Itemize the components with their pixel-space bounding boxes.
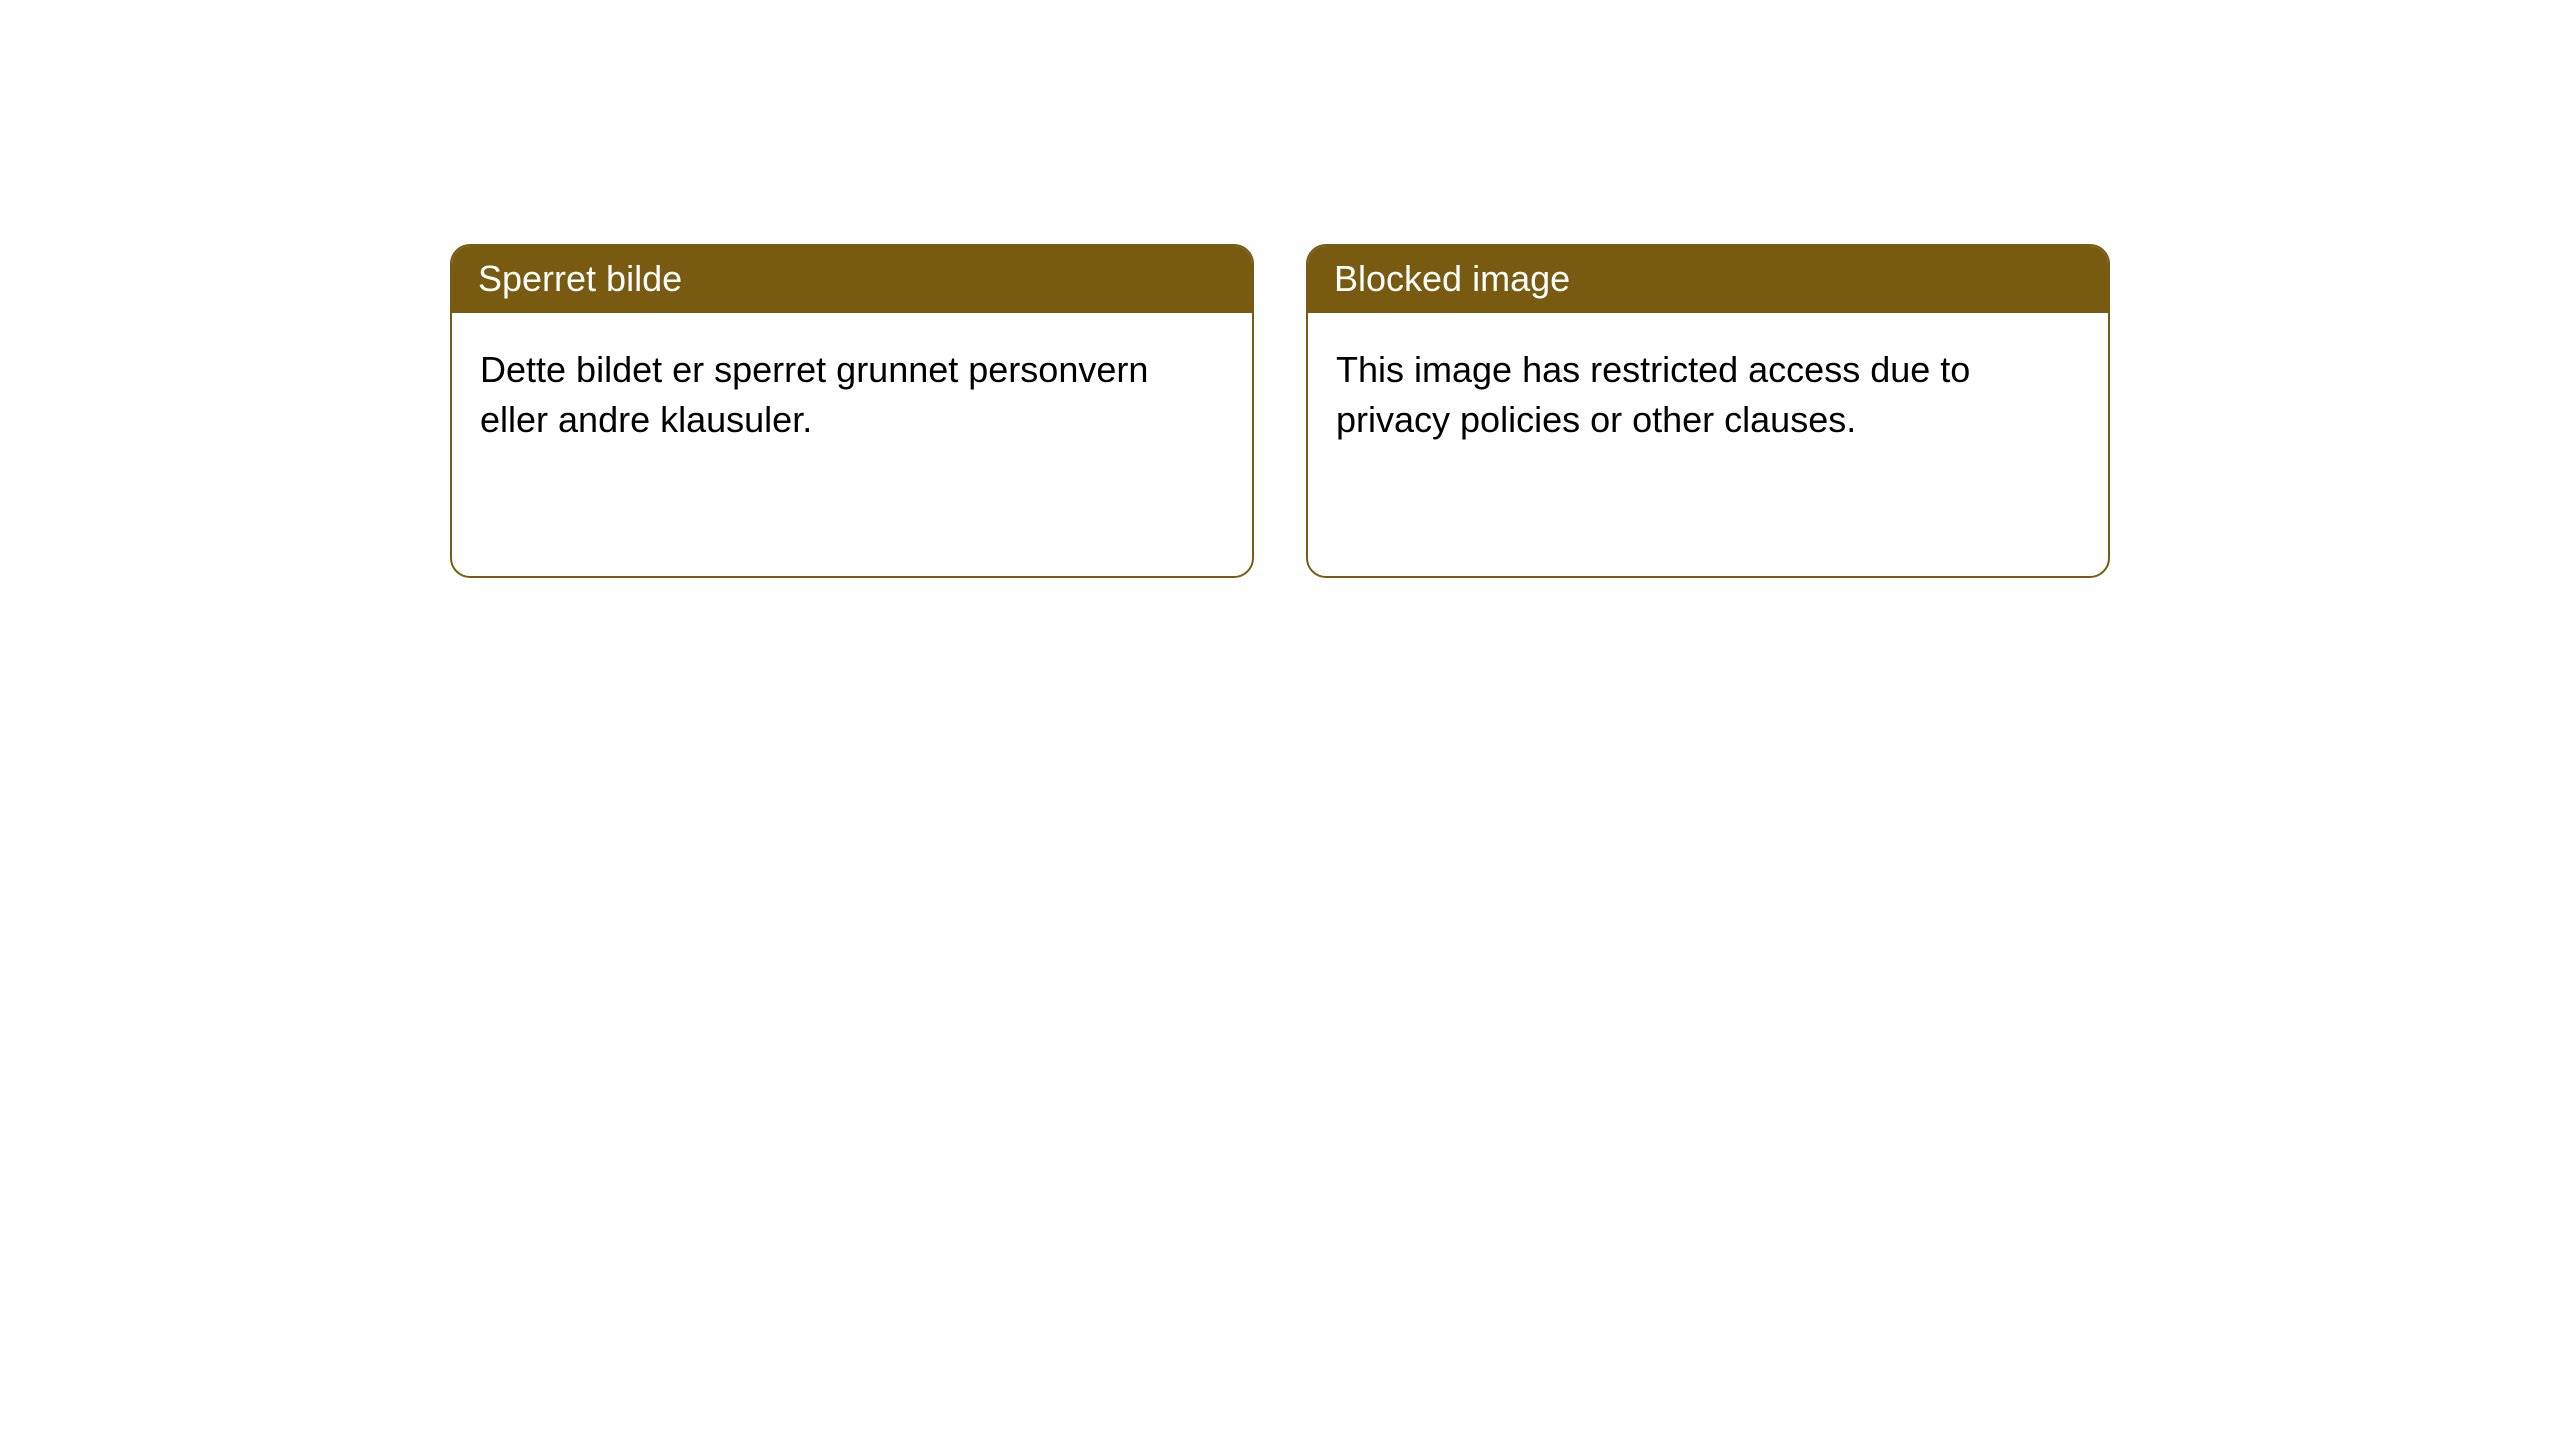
blocked-image-card-no: Sperret bilde Dette bildet er sperret gr…: [450, 244, 1254, 578]
card-title: Blocked image: [1334, 258, 1570, 299]
card-body-text: This image has restricted access due to …: [1336, 349, 1970, 440]
card-body: This image has restricted access due to …: [1308, 313, 2108, 478]
notice-container: Sperret bilde Dette bildet er sperret gr…: [0, 0, 2560, 578]
card-body-text: Dette bildet er sperret grunnet personve…: [480, 349, 1148, 440]
card-header: Sperret bilde: [452, 246, 1252, 313]
card-title: Sperret bilde: [478, 258, 682, 299]
blocked-image-card-en: Blocked image This image has restricted …: [1306, 244, 2110, 578]
card-body: Dette bildet er sperret grunnet personve…: [452, 313, 1252, 478]
card-header: Blocked image: [1308, 246, 2108, 313]
